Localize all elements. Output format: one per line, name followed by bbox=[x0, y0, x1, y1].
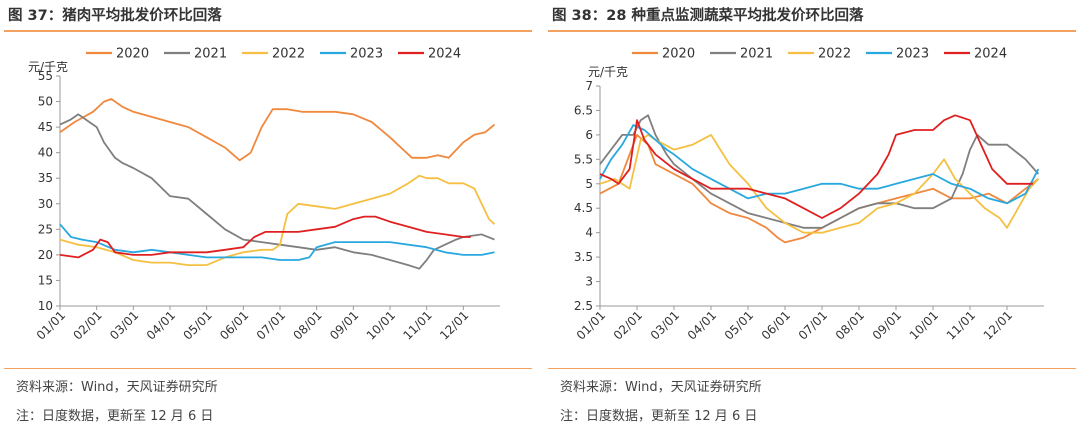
y-tick-label: 4.5 bbox=[574, 201, 593, 215]
x-tick-label: 05/01 bbox=[722, 308, 756, 342]
source-divider bbox=[4, 368, 532, 369]
y-tick-label: 30 bbox=[38, 197, 53, 211]
update-note: 注：日度数据，更新至 12 月 6 日 bbox=[16, 409, 214, 424]
x-tick-label: 09/01 bbox=[870, 308, 904, 342]
series-line-2024 bbox=[59, 215, 471, 259]
y-tick-label: 5 bbox=[585, 177, 593, 191]
legend-label-2021: 2021 bbox=[194, 47, 227, 62]
y-axis-label: 元/千克 bbox=[588, 65, 628, 79]
y-tick-label: 15 bbox=[38, 273, 53, 287]
update-note: 注：日度数据，更新至 12 月 6 日 bbox=[560, 409, 758, 424]
chart-panel-vegetables: 图 38：28 种重点监测蔬菜平均批发价环比回落 元/千克 2.5 3 3.5 4 4.5… bbox=[548, 0, 1076, 427]
legend-label-2020: 2020 bbox=[116, 47, 149, 62]
legend-label-2020: 2020 bbox=[662, 47, 695, 62]
x-tick-label: 06/01 bbox=[217, 308, 251, 342]
source-divider bbox=[548, 368, 1076, 369]
y-tick-label: 2.5 bbox=[574, 299, 593, 313]
x-tick-label: 03/01 bbox=[107, 308, 141, 342]
y-tick-label: 4 bbox=[585, 226, 593, 240]
y-tick-label: 7 bbox=[585, 79, 593, 93]
x-tick-label: 11/01 bbox=[400, 308, 434, 342]
title-divider bbox=[548, 30, 1076, 32]
legend-label-2022: 2022 bbox=[272, 47, 305, 62]
x-tick-label: 07/01 bbox=[254, 308, 288, 342]
series-line-2024 bbox=[599, 114, 1033, 219]
y-tick-label: 20 bbox=[38, 248, 53, 262]
chart-panel-pork: 图 37：猪肉平均批发价环比回落 元/千克 10 15 20 25 30 35 40 45 50 5… bbox=[4, 0, 532, 427]
chart-title: 图 38：28 种重点监测蔬菜平均批发价环比回落 bbox=[552, 8, 864, 24]
y-tick-label: 3.5 bbox=[574, 250, 593, 264]
y-tick-label: 50 bbox=[38, 95, 53, 109]
x-tick-label: 10/01 bbox=[907, 308, 941, 342]
x-tick-label: 08/01 bbox=[290, 308, 324, 342]
y-tick-label: 40 bbox=[38, 146, 53, 160]
legend-label-2023: 2023 bbox=[350, 47, 383, 62]
series-line-2022 bbox=[59, 174, 496, 267]
y-tick-label: 6.5 bbox=[574, 103, 593, 117]
y-tick-label: 25 bbox=[38, 222, 53, 236]
legend-label-2021: 2021 bbox=[740, 47, 773, 62]
y-tick-label: 45 bbox=[38, 120, 53, 134]
title-divider bbox=[4, 30, 532, 32]
x-tick-label: 06/01 bbox=[759, 308, 793, 342]
x-tick-label: 10/01 bbox=[364, 308, 398, 342]
y-tick-label: 10 bbox=[38, 299, 53, 313]
legend-label-2024: 2024 bbox=[974, 47, 1007, 62]
y-tick-label: 55 bbox=[38, 69, 53, 83]
x-tick-label: 02/01 bbox=[611, 308, 645, 342]
chart-title: 图 37：猪肉平均批发价环比回落 bbox=[8, 8, 222, 24]
legend-label-2022: 2022 bbox=[818, 47, 851, 62]
series-line-2021 bbox=[59, 113, 495, 270]
series-line-2023 bbox=[599, 124, 1040, 205]
x-tick-label: 07/01 bbox=[796, 308, 830, 342]
legend-label-2023: 2023 bbox=[896, 47, 929, 62]
legend-label-2024: 2024 bbox=[428, 47, 461, 62]
x-tick-label: 02/01 bbox=[70, 308, 104, 342]
y-tick-label: 35 bbox=[38, 171, 53, 185]
x-tick-label: 03/01 bbox=[648, 308, 682, 342]
x-tick-label: 04/01 bbox=[144, 308, 178, 342]
series-line-2023 bbox=[59, 223, 495, 261]
source-note: 资料来源：Wind，天风证券研究所 bbox=[16, 380, 218, 395]
series-line-2021 bbox=[599, 114, 1040, 229]
x-tick-label: 11/01 bbox=[944, 308, 978, 342]
series-line-2020 bbox=[599, 134, 1039, 244]
y-axis-label: 元/千克 bbox=[28, 60, 68, 74]
y-tick-label: 3 bbox=[585, 275, 593, 289]
y-tick-label: 5.5 bbox=[574, 152, 593, 166]
y-tick-label: 6 bbox=[585, 128, 593, 142]
x-tick-label: 09/01 bbox=[327, 308, 361, 342]
x-tick-label: 01/01 bbox=[34, 308, 68, 342]
x-tick-label: 08/01 bbox=[833, 308, 867, 342]
x-tick-label: 12/01 bbox=[437, 308, 471, 342]
x-tick-label: 04/01 bbox=[685, 308, 719, 342]
x-tick-label: 12/01 bbox=[981, 308, 1015, 342]
x-tick-label: 05/01 bbox=[180, 308, 214, 342]
source-note: 资料来源：Wind，天风证券研究所 bbox=[560, 380, 762, 395]
x-tick-label: 01/01 bbox=[574, 308, 608, 342]
series-line-2020 bbox=[59, 98, 496, 162]
